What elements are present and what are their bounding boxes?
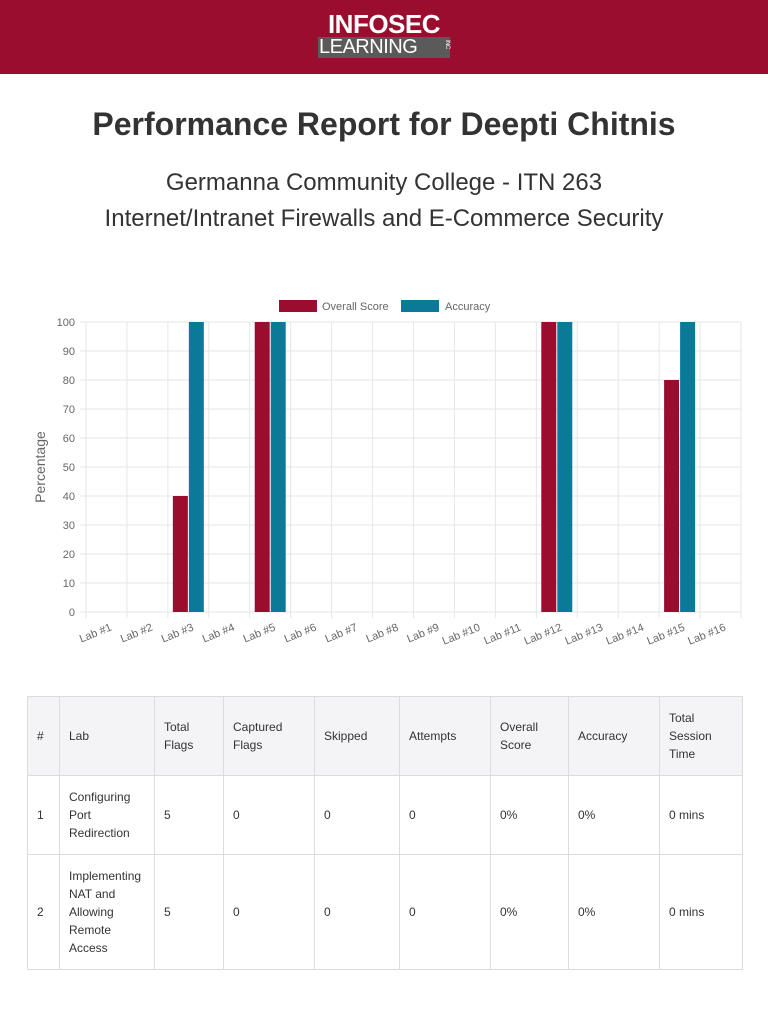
page-title: Performance Report for Deepti Chitnis (92, 106, 676, 142)
y-tick-label: 50 (63, 462, 75, 474)
lab-results-table: # Lab Total Flags Captured Flags Skipped… (27, 696, 743, 970)
x-tick-label: Lab #8 (364, 622, 400, 646)
bar-accuracy (188, 322, 204, 612)
header-total-flags: Total Flags (154, 696, 224, 776)
bar-accuracy (270, 322, 286, 612)
y-tick-label: 90 (63, 346, 75, 358)
y-tick-label: 20 (63, 549, 75, 561)
cell-lab: Implementing NAT and Allowing Remote Acc… (59, 854, 155, 970)
cell-session-time: 0 mins (659, 854, 743, 970)
header-session-time: Total Session Time (659, 696, 743, 776)
bar-overall-score (172, 496, 188, 612)
y-tick-label: 70 (63, 404, 75, 416)
legend-label: Accuracy (445, 301, 491, 313)
cell-skipped: 0 (314, 775, 400, 855)
x-tick-label: Lab #16 (686, 622, 727, 648)
x-tick-label: Lab #7 (324, 622, 360, 646)
x-tick-label: Lab #10 (441, 622, 482, 648)
legend-swatch (401, 300, 439, 312)
cell-lab: Configuring Port Redirection (59, 775, 155, 855)
header-bar: INFOSEC LEARNING INC (0, 0, 768, 74)
bar-overall-score (541, 322, 557, 612)
x-tick-label: Lab #3 (160, 622, 196, 646)
legend-label: Overall Score (322, 301, 389, 313)
bar-overall-score (664, 380, 680, 612)
header-accuracy: Accuracy (568, 696, 660, 776)
y-tick-label: 30 (63, 520, 75, 532)
course-name: Internet/Intranet Firewalls and E-Commer… (104, 205, 664, 232)
x-tick-label: Lab #11 (482, 622, 523, 648)
y-tick-label: 60 (63, 433, 75, 445)
cell-attempts: 0 (399, 854, 491, 970)
cell-captured-flags: 0 (223, 775, 315, 855)
x-tick-label: Lab #13 (563, 622, 604, 648)
x-tick-label: Lab #2 (119, 622, 155, 646)
cell-num: 2 (27, 854, 60, 970)
header-skipped: Skipped (314, 696, 400, 776)
x-tick-label: Lab #5 (242, 622, 278, 646)
x-tick-label: Lab #1 (78, 622, 114, 646)
lab-results-table-container: # Lab Total Flags Captured Flags Skipped… (27, 696, 743, 970)
cell-accuracy: 0% (568, 854, 660, 970)
cell-total-flags: 5 (154, 775, 224, 855)
bar-overall-score (254, 322, 270, 612)
table-header-row: # Lab Total Flags Captured Flags Skipped… (27, 696, 743, 776)
legend-swatch (279, 300, 317, 312)
logo-inc-text: INC (444, 40, 450, 49)
table-row: 1 Configuring Port Redirection 5 0 0 0 0… (27, 775, 743, 855)
header-lab: Lab (59, 696, 155, 776)
infosec-learning-logo: INFOSEC LEARNING INC (318, 9, 450, 58)
y-tick-label: 10 (63, 578, 75, 590)
cell-session-time: 0 mins (659, 775, 743, 855)
x-tick-label: Lab #4 (201, 622, 237, 646)
logo-bottom-word: LEARNING (319, 36, 418, 58)
bar-accuracy (680, 322, 696, 612)
logo-bottom-text: LEARNING INC (318, 37, 450, 58)
cell-overall-score: 0% (490, 775, 569, 855)
y-tick-label: 80 (63, 375, 75, 387)
x-tick-label: Lab #15 (645, 622, 686, 648)
cell-accuracy: 0% (568, 775, 660, 855)
cell-attempts: 0 (399, 775, 491, 855)
course-subtitle: Germanna Community College - ITN 263 (165, 169, 603, 196)
bar-accuracy (557, 322, 573, 612)
x-tick-label: Lab #12 (523, 622, 564, 648)
header-attempts: Attempts (399, 696, 491, 776)
x-tick-label: Lab #14 (604, 622, 645, 648)
cell-num: 1 (27, 775, 60, 855)
y-tick-label: 0 (69, 607, 75, 619)
cell-overall-score: 0% (490, 854, 569, 970)
x-tick-label: Lab #6 (283, 622, 319, 646)
cell-captured-flags: 0 (223, 854, 315, 970)
y-tick-label: 40 (63, 491, 75, 503)
x-tick-label: Lab #9 (405, 622, 441, 646)
header-num: # (27, 696, 60, 776)
y-tick-label: 100 (57, 317, 75, 329)
cell-skipped: 0 (314, 854, 400, 970)
header-captured-flags: Captured Flags (223, 696, 315, 776)
header-overall-score: Overall Score (490, 696, 569, 776)
y-axis-title: Percentage (32, 431, 48, 503)
table-row: 2 Implementing NAT and Allowing Remote A… (27, 854, 743, 970)
logo-top-text: INFOSEC (327, 9, 441, 39)
cell-total-flags: 5 (154, 854, 224, 970)
